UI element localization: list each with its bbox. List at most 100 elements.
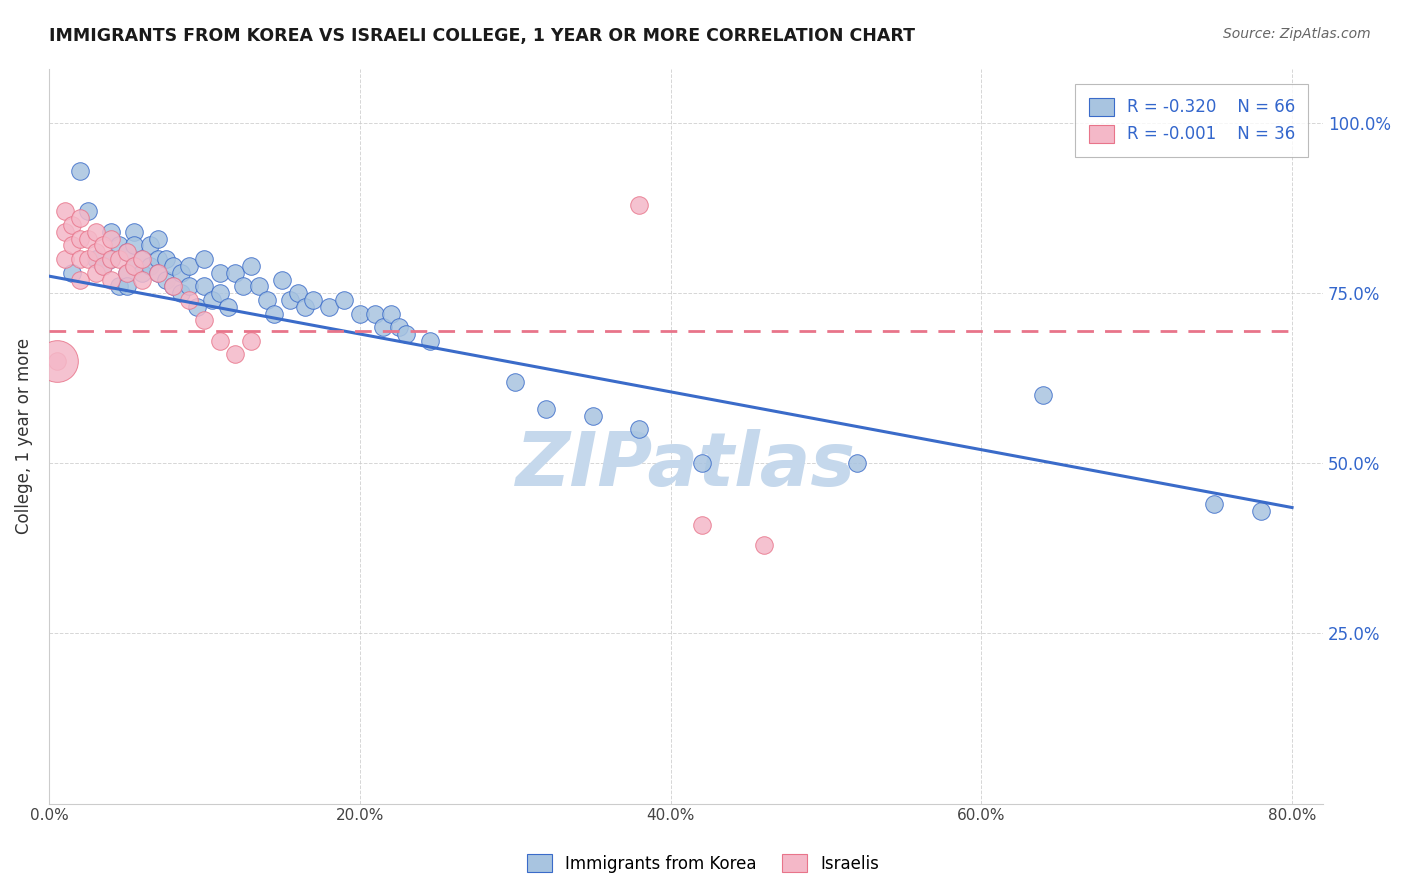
Point xyxy=(232,279,254,293)
Text: Source: ZipAtlas.com: Source: ZipAtlas.com xyxy=(1223,27,1371,41)
Point xyxy=(846,456,869,470)
Point xyxy=(503,375,526,389)
Point xyxy=(247,279,270,293)
Point xyxy=(146,266,169,280)
Point xyxy=(69,211,91,226)
Point xyxy=(108,252,131,266)
Point xyxy=(208,334,231,348)
Point xyxy=(100,232,122,246)
Point xyxy=(387,320,409,334)
Point xyxy=(124,259,146,273)
Point xyxy=(193,313,215,327)
Point xyxy=(76,232,98,246)
Point xyxy=(93,259,115,273)
Point xyxy=(53,252,76,266)
Point xyxy=(115,245,138,260)
Point xyxy=(263,307,285,321)
Point xyxy=(177,279,200,293)
Point xyxy=(690,517,713,532)
Point xyxy=(364,307,387,321)
Point xyxy=(162,259,184,273)
Point xyxy=(60,218,83,232)
Point xyxy=(162,279,184,293)
Point xyxy=(131,252,153,266)
Legend: R = -0.320    N = 66, R = -0.001    N = 36: R = -0.320 N = 66, R = -0.001 N = 36 xyxy=(1076,84,1309,156)
Legend: Immigrants from Korea, Israelis: Immigrants from Korea, Israelis xyxy=(520,847,886,880)
Point xyxy=(146,232,169,246)
Point xyxy=(582,409,605,423)
Point xyxy=(76,252,98,266)
Point xyxy=(131,252,153,266)
Point xyxy=(752,538,775,552)
Point xyxy=(93,238,115,252)
Point xyxy=(45,354,67,368)
Point xyxy=(224,347,246,361)
Point xyxy=(124,238,146,252)
Point xyxy=(318,300,340,314)
Point xyxy=(131,266,153,280)
Point xyxy=(170,286,193,301)
Point xyxy=(333,293,356,307)
Point xyxy=(155,252,177,266)
Point xyxy=(302,293,325,307)
Point xyxy=(371,320,394,334)
Point xyxy=(60,238,83,252)
Point xyxy=(628,197,651,211)
Point xyxy=(93,259,115,273)
Point xyxy=(100,252,122,266)
Point xyxy=(100,272,122,286)
Point xyxy=(108,279,131,293)
Point xyxy=(534,401,557,416)
Point xyxy=(84,225,107,239)
Point xyxy=(115,279,138,293)
Point xyxy=(45,354,67,368)
Point xyxy=(193,252,215,266)
Point xyxy=(115,266,138,280)
Y-axis label: College, 1 year or more: College, 1 year or more xyxy=(15,338,32,534)
Point xyxy=(271,272,294,286)
Point xyxy=(53,225,76,239)
Point xyxy=(628,422,651,436)
Point xyxy=(162,279,184,293)
Point xyxy=(146,266,169,280)
Point xyxy=(100,252,122,266)
Point xyxy=(177,293,200,307)
Point xyxy=(240,259,263,273)
Point xyxy=(201,293,224,307)
Point xyxy=(1250,504,1272,518)
Point xyxy=(53,204,76,219)
Point xyxy=(124,225,146,239)
Point xyxy=(208,286,231,301)
Point xyxy=(60,266,83,280)
Point xyxy=(84,252,107,266)
Point xyxy=(84,266,107,280)
Point xyxy=(419,334,441,348)
Point xyxy=(240,334,263,348)
Point xyxy=(100,225,122,239)
Point xyxy=(278,293,301,307)
Point xyxy=(1204,497,1226,511)
Point xyxy=(287,286,309,301)
Point xyxy=(76,204,98,219)
Point xyxy=(69,163,91,178)
Point xyxy=(139,238,162,252)
Point xyxy=(115,245,138,260)
Point xyxy=(380,307,402,321)
Point xyxy=(186,300,208,314)
Point xyxy=(256,293,278,307)
Text: ZIPatlas: ZIPatlas xyxy=(516,429,856,502)
Point xyxy=(208,266,231,280)
Point xyxy=(146,252,169,266)
Point xyxy=(690,456,713,470)
Point xyxy=(115,266,138,280)
Point xyxy=(69,232,91,246)
Point xyxy=(69,252,91,266)
Point xyxy=(84,245,107,260)
Point xyxy=(1032,388,1054,402)
Point xyxy=(155,272,177,286)
Point xyxy=(108,238,131,252)
Point xyxy=(139,259,162,273)
Text: IMMIGRANTS FROM KOREA VS ISRAELI COLLEGE, 1 YEAR OR MORE CORRELATION CHART: IMMIGRANTS FROM KOREA VS ISRAELI COLLEGE… xyxy=(49,27,915,45)
Point xyxy=(69,272,91,286)
Point xyxy=(170,266,193,280)
